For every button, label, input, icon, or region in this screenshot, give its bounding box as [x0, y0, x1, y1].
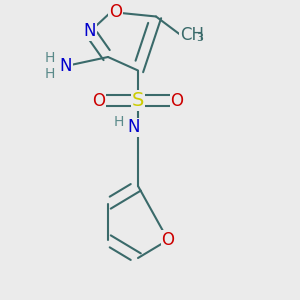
Text: O: O	[92, 92, 106, 110]
Text: N: N	[60, 57, 72, 75]
Text: H: H	[44, 67, 55, 80]
Text: O: O	[161, 231, 175, 249]
Text: S: S	[132, 91, 144, 110]
Text: CH: CH	[180, 26, 204, 44]
Text: 3: 3	[196, 33, 203, 43]
Text: H: H	[44, 52, 55, 65]
Text: N: N	[84, 22, 96, 40]
Text: O: O	[170, 92, 184, 110]
Text: O: O	[109, 3, 122, 21]
Text: N: N	[127, 118, 140, 136]
Text: H: H	[113, 115, 124, 128]
